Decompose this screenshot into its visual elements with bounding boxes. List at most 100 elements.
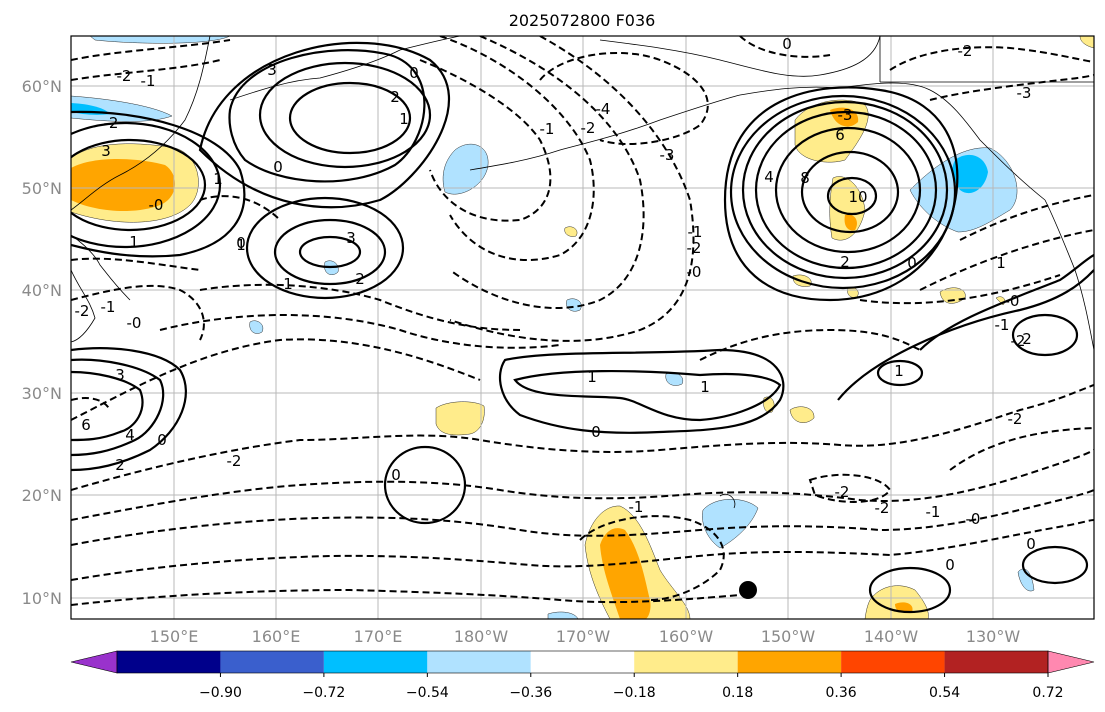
contour-w30-2 — [71, 358, 165, 457]
lat-label: 50°N — [22, 179, 62, 198]
label-neg3-topright: -3 — [1017, 84, 1032, 102]
colorbar-segment — [323, 651, 428, 673]
shade-blue-j — [665, 372, 684, 386]
label-2-east: 2 — [1022, 330, 1032, 348]
lat-axis-labels: 60°N 50°N 40°N 30°N 20°N 10°N — [22, 77, 62, 608]
colorbar-label: 0.54 — [929, 685, 960, 701]
label-neg4-ber: -4 — [596, 100, 611, 118]
contour-w30-3 — [71, 370, 144, 442]
colorbar-segment — [634, 651, 738, 673]
shade-yellow-g — [435, 401, 485, 436]
label-neg1-gulf: -1 — [688, 223, 703, 241]
label-neg2-ber: -2 — [581, 119, 596, 137]
label-6-gulf: 6 — [835, 126, 845, 144]
contour-dash-mid2 — [159, 314, 561, 349]
contour-gulf-6 — [774, 126, 922, 254]
label-1-w: 1 — [236, 236, 246, 254]
colorbar-label: 0.18 — [722, 685, 753, 701]
label-1-ber: 1 — [399, 110, 409, 128]
contour-dash-bering2 — [439, 36, 595, 261]
lat-label: 10°N — [22, 589, 62, 608]
lat-label: 20°N — [22, 486, 62, 505]
label-neg1-w: -1 — [101, 298, 116, 316]
shade-blue-top — [89, 36, 231, 44]
contour-dash-east1 — [699, 328, 921, 361]
coast-alaska-north — [599, 36, 881, 77]
contour-dash-mid1 — [199, 283, 521, 331]
label-2-gulf: 2 — [840, 253, 850, 271]
contour-kam-3 — [71, 138, 207, 232]
colorbar-segment — [427, 651, 531, 673]
contour-labels: -2 -1-23-0132100-4-2-1-301321-2-30-368104… — [75, 36, 1036, 574]
contour-e-1a — [876, 359, 924, 387]
coast-japan — [71, 269, 96, 343]
contour-dash-nw2 — [71, 39, 231, 61]
contour-dash-topright — [889, 46, 1094, 71]
contour-dash-sub3 — [71, 489, 1094, 546]
contour-gulf-8 — [800, 150, 900, 234]
contour-dash-w3 — [199, 195, 281, 221]
lon-label: 170°E — [354, 627, 403, 646]
contour-se2-0 — [868, 566, 952, 614]
lat-label: 40°N — [22, 281, 62, 300]
label-neg1-ber: -1 — [540, 120, 555, 138]
label-2-ber: 2 — [390, 88, 400, 106]
contour-dash-gulfE3 — [859, 274, 1061, 305]
label-0-se2: 0 — [945, 556, 955, 574]
contour-dash-w2 — [71, 257, 201, 271]
colorbar-extend-high — [1047, 650, 1095, 674]
contour-c-1 — [513, 369, 782, 422]
shade-blue-bering — [442, 143, 489, 195]
label-3-ber: 3 — [267, 61, 277, 79]
colorbar-label: 0.36 — [826, 685, 857, 701]
contour-dash-sub1 — [71, 384, 1094, 491]
shade-blue-mid3 — [566, 298, 582, 312]
colorbar-frame — [116, 650, 1049, 674]
colorbar-segment — [737, 651, 842, 673]
label-0-west: 0 — [236, 234, 246, 252]
lat-label: 30°N — [22, 384, 62, 403]
label-neg3-ber: -3 — [660, 146, 675, 164]
label-0-se: 0 — [1026, 535, 1036, 553]
contour-dash-bering3 — [449, 36, 645, 309]
shade-orange-gulf2 — [844, 214, 857, 231]
label-neg1-nw: -1 — [141, 72, 156, 90]
shade-blue-nw — [71, 95, 173, 122]
lon-label: 170°W — [556, 627, 611, 646]
colorbar-segment — [944, 651, 1048, 673]
shade-orange-trop — [600, 528, 651, 619]
coast-hawaii — [719, 493, 736, 509]
label-neg2-east: -2 — [1011, 332, 1026, 350]
label-0-bernorth: 0 — [273, 158, 283, 176]
label-1-kam: 1 — [129, 233, 139, 251]
contour-mid-3 — [298, 235, 362, 269]
coast-bc — [1044, 199, 1094, 351]
label-neg1-trop: -1 — [629, 498, 644, 516]
contour-dash-bering1 — [419, 59, 552, 222]
contour-e-1 — [837, 269, 1094, 401]
label-neg2-kam: -2 — [104, 114, 119, 132]
label-neg2-w: -2 — [75, 302, 90, 320]
label-neg2-se: -2 — [1008, 410, 1023, 428]
lon-label: 160°W — [659, 627, 714, 646]
shade-blue-k — [702, 499, 759, 549]
colorbar-segment — [841, 651, 945, 673]
lon-label: 140°W — [864, 627, 919, 646]
label-0-c: 0 — [591, 423, 601, 441]
contour-dash-top2 — [739, 36, 831, 58]
label-neg1-se: -1 — [926, 503, 941, 521]
colorbar-label: −0.18 — [613, 685, 656, 701]
coast-alaska-south — [739, 82, 1046, 201]
contour-trop-0 — [383, 445, 467, 525]
coast-aleutians — [469, 94, 741, 171]
label-4-w30: 4 — [125, 426, 135, 444]
label-2-w30: 2 — [115, 456, 125, 474]
contour-gulf-1 — [723, 86, 959, 302]
contour-w30-1 — [71, 347, 187, 472]
contour-dash-sub4 — [71, 519, 1094, 581]
label-neg0-se: -0 — [966, 510, 981, 528]
map-area: -2 -1-23-0132100-4-2-1-301321-2-30-368104… — [71, 36, 1094, 619]
contour-gulf-3 — [741, 100, 949, 280]
label-10-gulf: 10 — [848, 188, 867, 206]
contour-dash-se1 — [949, 427, 1094, 471]
